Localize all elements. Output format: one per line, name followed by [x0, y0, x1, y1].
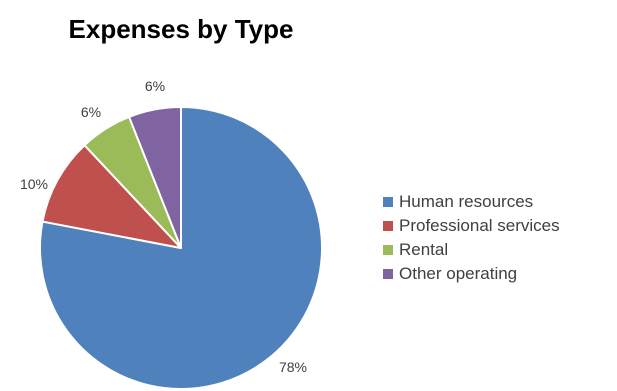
legend-label: Rental: [399, 240, 449, 259]
chart-legend: Human resources Professional services Rent…: [383, 190, 560, 286]
legend-swatch: [383, 269, 393, 279]
data-label-other-operating: 6%: [145, 78, 165, 94]
data-label-rental: 6%: [81, 104, 101, 120]
data-label-professional-services: 10%: [20, 176, 48, 192]
pie-data-labels: 78% 10% 6% 6%: [20, 78, 307, 375]
legend-item-rental: Rental: [383, 238, 560, 262]
legend-swatch: [383, 197, 393, 207]
chart-title: Expenses by Type: [68, 14, 294, 44]
legend-label: Human resources: [399, 192, 534, 211]
pie-slice-human-resources: [39, 106, 323, 390]
pie-slice-professional-services: [41, 144, 182, 249]
legend-item-professional-services: Professional services: [383, 214, 560, 238]
pie-slices: [39, 106, 323, 390]
legend-item-human-resources: Human resources: [383, 190, 560, 214]
legend-swatch: [383, 245, 393, 255]
legend-label: Other operating: [399, 264, 518, 283]
data-label-human-resources: 78%: [279, 359, 307, 375]
legend-swatch: [383, 221, 393, 231]
pie-slice-other-operating: [128, 106, 182, 249]
legend-label: Professional services: [399, 216, 560, 235]
legend-item-other-operating: Other operating: [383, 262, 560, 286]
